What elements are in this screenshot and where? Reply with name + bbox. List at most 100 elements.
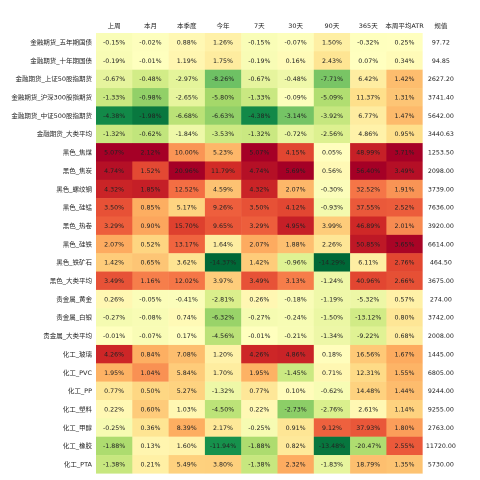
heatmap-cell bbox=[96, 344, 133, 364]
heatmap-cell bbox=[241, 308, 278, 327]
cell-value: -1.32% bbox=[248, 131, 270, 138]
cell-value: 1.42% bbox=[104, 260, 124, 267]
heatmap-cell bbox=[241, 271, 278, 291]
cell-value: -0.18% bbox=[285, 296, 307, 303]
heatmap-cell bbox=[277, 198, 314, 217]
cell-value: -0.67% bbox=[248, 76, 270, 83]
cell-value: -0.09% bbox=[285, 95, 307, 102]
heatmap-cell bbox=[313, 381, 351, 401]
heatmap-cell bbox=[241, 198, 278, 217]
heatmap-cell bbox=[204, 326, 242, 346]
cell-value: 3440.63 bbox=[428, 131, 454, 138]
heatmap-cell bbox=[277, 455, 314, 474]
heatmap-cell bbox=[132, 106, 169, 125]
cell-value: -20.47% bbox=[355, 443, 381, 450]
row-label: 化工_PVC bbox=[63, 368, 93, 377]
heatmap-cell bbox=[386, 69, 423, 89]
heatmap-cell bbox=[422, 418, 460, 437]
cell-value: 13.17% bbox=[175, 241, 199, 248]
cell-value: -8.26% bbox=[212, 76, 234, 83]
cell-value: 9.26% bbox=[213, 205, 233, 212]
heatmap-cell bbox=[241, 344, 278, 364]
cell-value: -0.48% bbox=[285, 76, 307, 83]
heatmap-cell bbox=[422, 106, 460, 125]
heatmap-cell bbox=[313, 88, 351, 107]
cell-value: 12.31% bbox=[356, 370, 380, 377]
cell-value: -4.56% bbox=[212, 333, 234, 340]
cell-value: 97.72 bbox=[432, 39, 450, 46]
heatmap-cell bbox=[132, 198, 169, 217]
heatmap-cell bbox=[96, 106, 133, 125]
cell-value: 0.07% bbox=[358, 58, 378, 65]
heatmap-cell bbox=[132, 51, 169, 70]
cell-value: 0.17% bbox=[177, 333, 197, 340]
heatmap-cell bbox=[313, 253, 351, 272]
row-label: 化工_甲醇 bbox=[63, 423, 93, 432]
heatmap-cell bbox=[313, 179, 351, 199]
cell-value: 11720.00 bbox=[426, 443, 456, 450]
cell-value: 2.17% bbox=[213, 425, 233, 432]
row-label: 金融期货_十年期国债 bbox=[30, 56, 92, 65]
heatmap-cell bbox=[350, 179, 387, 199]
heatmap-cell bbox=[313, 161, 351, 180]
column-header: 7天 bbox=[254, 22, 265, 30]
cell-value: -0.93% bbox=[321, 205, 343, 212]
heatmap-cell bbox=[277, 289, 314, 309]
cell-value: -5.80% bbox=[212, 95, 234, 102]
heatmap-cell bbox=[168, 418, 206, 437]
cell-value: 3742.00 bbox=[428, 315, 454, 322]
heatmap-cell bbox=[204, 51, 242, 70]
heatmap-cell bbox=[386, 363, 423, 382]
cell-value: -0.32% bbox=[357, 39, 379, 46]
cell-value: -3.53% bbox=[212, 131, 234, 138]
heatmap-cell bbox=[386, 455, 423, 474]
heatmap-cell bbox=[350, 106, 387, 125]
cell-value: -0.08% bbox=[139, 315, 161, 322]
cell-value: -13.48% bbox=[319, 443, 345, 450]
cell-value: 2.12% bbox=[140, 150, 160, 157]
row-label: 金融期货_上证50股指期货 bbox=[15, 74, 92, 83]
cell-value: 2098.00 bbox=[428, 168, 454, 175]
row-label: 化工_PTA bbox=[64, 460, 93, 469]
cell-value: 4.74% bbox=[249, 168, 269, 175]
cell-value: 1.04% bbox=[140, 370, 160, 377]
cell-value: 2.61% bbox=[358, 406, 378, 413]
heatmap-cell bbox=[96, 436, 133, 456]
cell-value: -2.76% bbox=[321, 406, 343, 413]
cell-value: 2.07% bbox=[104, 241, 124, 248]
heatmap-cell bbox=[132, 308, 169, 327]
cell-value: -0.02% bbox=[139, 39, 161, 46]
cell-value: 4.26% bbox=[249, 351, 269, 358]
cell-value: 0.50% bbox=[140, 388, 160, 395]
heatmap-cell bbox=[132, 234, 169, 254]
cell-value: -5.32% bbox=[357, 296, 379, 303]
heatmap-cell bbox=[241, 289, 278, 309]
cell-value: -0.19% bbox=[103, 58, 125, 65]
cell-value: -0.01% bbox=[248, 333, 270, 340]
heatmap-cell bbox=[350, 216, 387, 236]
heatmap-cell bbox=[350, 344, 387, 364]
cell-value: 4.32% bbox=[249, 186, 269, 193]
heatmap-cell bbox=[132, 124, 169, 144]
heatmap-cell bbox=[422, 436, 460, 456]
heatmap-cell bbox=[422, 234, 460, 254]
column-headers: 上周 本月 本季度 今年 7天 30天 90天 365天 本周平均ATR 规值 bbox=[108, 21, 448, 30]
cell-value: -0.05% bbox=[139, 296, 161, 303]
heatmap-cell bbox=[204, 253, 242, 272]
cell-value: 5.07% bbox=[249, 150, 269, 157]
cell-value: -3.92% bbox=[321, 113, 343, 120]
cell-value: 32.52% bbox=[356, 186, 380, 193]
heatmap-cell bbox=[350, 124, 387, 144]
row-label: 化工_塑料 bbox=[63, 404, 93, 413]
cell-value: 3.65% bbox=[395, 241, 415, 248]
heatmap-cell bbox=[350, 271, 387, 291]
heatmap-cell bbox=[241, 326, 278, 346]
heatmap-cell bbox=[132, 33, 169, 52]
cell-value: 6.77% bbox=[358, 113, 378, 120]
cell-value: 1.91% bbox=[395, 186, 415, 193]
row-label: 黑色_硅锰 bbox=[63, 203, 93, 212]
heatmap-cell bbox=[168, 363, 206, 382]
cell-value: 94.85 bbox=[432, 58, 450, 65]
heatmap-cell bbox=[96, 33, 133, 52]
cell-value: -0.19% bbox=[248, 58, 270, 65]
